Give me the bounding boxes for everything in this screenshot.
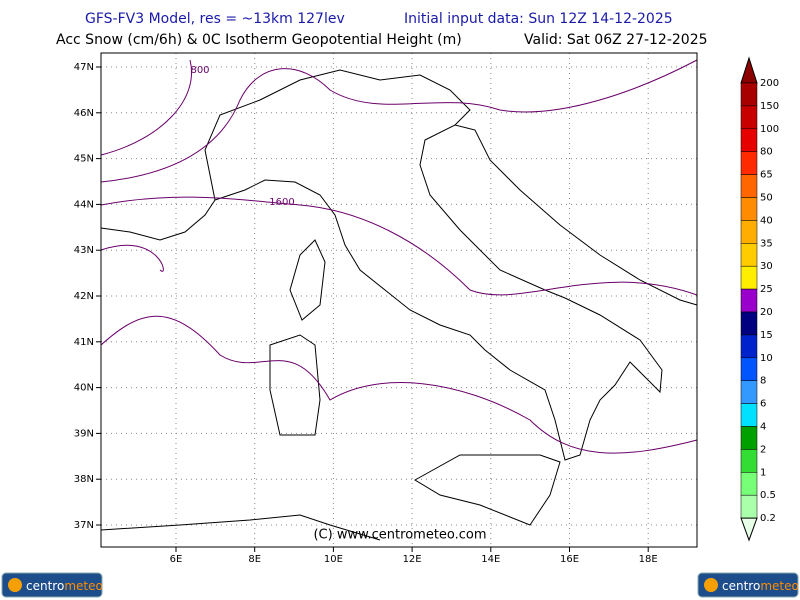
- isotherm-contour: [100, 196, 698, 296]
- map-frame: [100, 52, 698, 548]
- colorbar-label: 2: [760, 444, 766, 455]
- colorbar-segment: [740, 494, 758, 519]
- colorbar-label: 100: [760, 124, 779, 135]
- colorbar-segment: [740, 174, 758, 198]
- colorbar-label: 6: [760, 399, 766, 410]
- logo: centrometeo: [1, 572, 103, 598]
- colorbar-label: 0.2: [760, 513, 776, 524]
- lon-label: 6E: [170, 554, 183, 565]
- colorbar-segment: [740, 243, 758, 267]
- logo-box: [1, 572, 103, 598]
- lat-label: 40N: [74, 383, 94, 394]
- colorbar-label: 20: [760, 307, 773, 318]
- init-info: Initial input data: Sun 12Z 14-12-2025: [404, 11, 673, 27]
- colorbar-label: 10: [760, 353, 773, 364]
- colorbar-segment: [740, 151, 758, 175]
- colorbar: 200 150 100 80 65 50 40 35 30 25 20 15 10 8 6 4 2 1 0.5 0.2: [740, 56, 779, 542]
- colorbar-segment: [740, 82, 758, 107]
- sardinia: [269, 334, 321, 436]
- lat-label: 44N: [74, 199, 94, 210]
- colorbar-segment: [740, 449, 758, 473]
- field-info: Acc Snow (cm/6h) & 0C Isotherm Geopotent…: [56, 32, 462, 48]
- isotherm-contour: [100, 59, 192, 156]
- logo-part: centro: [722, 579, 760, 593]
- colorbar-label: 1: [760, 467, 766, 478]
- logo: centrometeo: [697, 572, 799, 598]
- model-info: GFS-FV3 Model, res = ~13km 127lev: [85, 11, 345, 27]
- colorbar-label: 65: [760, 170, 773, 181]
- lat-label: 39N: [74, 428, 94, 439]
- lon-label: 12E: [403, 554, 422, 565]
- colorbar-segment: [740, 403, 758, 427]
- colorbar-segment: [740, 128, 758, 152]
- colorbar-label: 80: [760, 147, 773, 158]
- colorbar-segment: [740, 288, 758, 313]
- lat-label: 37N: [74, 520, 94, 531]
- lat-label: 47N: [74, 62, 94, 73]
- france-coast: [100, 199, 216, 241]
- colorbar-label: 0.5: [760, 490, 776, 501]
- colorbar-segment: [740, 220, 758, 244]
- colorbar-label: 30: [760, 261, 773, 272]
- lon-label: 16E: [560, 554, 579, 565]
- logo-text: centrometeo: [722, 579, 799, 593]
- lat-label: 38N: [74, 474, 94, 485]
- contour-label: 1600: [269, 197, 294, 208]
- colorbar-segment: [740, 357, 758, 381]
- lat-label: 46N: [74, 108, 94, 119]
- lon-label: 10E: [324, 554, 343, 565]
- alps-border: [204, 69, 471, 201]
- contours: [100, 59, 698, 454]
- lat-label: 42N: [74, 291, 94, 302]
- lat-label: 43N: [74, 245, 94, 256]
- logo-box: [697, 572, 799, 598]
- colorbar-label: 4: [760, 422, 766, 433]
- logo-icon: [704, 578, 718, 592]
- colorbar-label: 50: [760, 193, 773, 204]
- logo-part: meteo: [64, 579, 103, 593]
- colorbar-label: 150: [760, 101, 779, 112]
- grid: 47N 46N 45N 44N 43N 42N 41N 40N 39N 38N 37N 6E 8E 10E…: [74, 53, 697, 565]
- logo-text: centrometeo: [26, 579, 103, 593]
- colorbar-segment: [740, 472, 758, 496]
- sicily: [414, 454, 561, 526]
- colorbar-segment: [740, 334, 758, 359]
- colorbar-label: 35: [760, 238, 773, 249]
- lon-label: 8E: [248, 554, 261, 565]
- colorbar-segment: [740, 380, 758, 404]
- credit: (C) www.centrometeo.com: [313, 528, 486, 543]
- colorbar-segment: [740, 426, 758, 450]
- colorbar-segment: [740, 311, 758, 336]
- isotherm-contour: [100, 59, 698, 183]
- colorbar-label: 40: [760, 215, 773, 226]
- lon-label: 14E: [481, 554, 500, 565]
- lat-label: 41N: [74, 337, 94, 348]
- logo-part: meteo: [760, 579, 799, 593]
- colorbar-segment: [740, 265, 758, 290]
- colorbar-label: 8: [760, 376, 766, 387]
- valid-info: Valid: Sat 06Z 27-12-2025: [524, 32, 708, 48]
- logo-part: centro: [26, 579, 64, 593]
- colorbar-segment: [740, 105, 758, 130]
- corsica: [289, 239, 326, 321]
- lat-label: 45N: [74, 154, 94, 165]
- colorbar-label: 25: [760, 284, 773, 295]
- colorbar-label: 15: [760, 330, 773, 341]
- isotherm-contour: [100, 315, 698, 454]
- contour-label: 800: [190, 65, 209, 76]
- africa-coast: [100, 514, 381, 541]
- lon-label: 18E: [639, 554, 658, 565]
- isotherm-contour: [100, 244, 164, 272]
- italy-outline: [214, 124, 698, 461]
- coastlines: [100, 69, 698, 541]
- colorbar-arrow: [740, 517, 758, 542]
- colorbar-segment: [740, 197, 758, 221]
- colorbar-label: 200: [760, 78, 779, 89]
- logo-icon: [8, 578, 22, 592]
